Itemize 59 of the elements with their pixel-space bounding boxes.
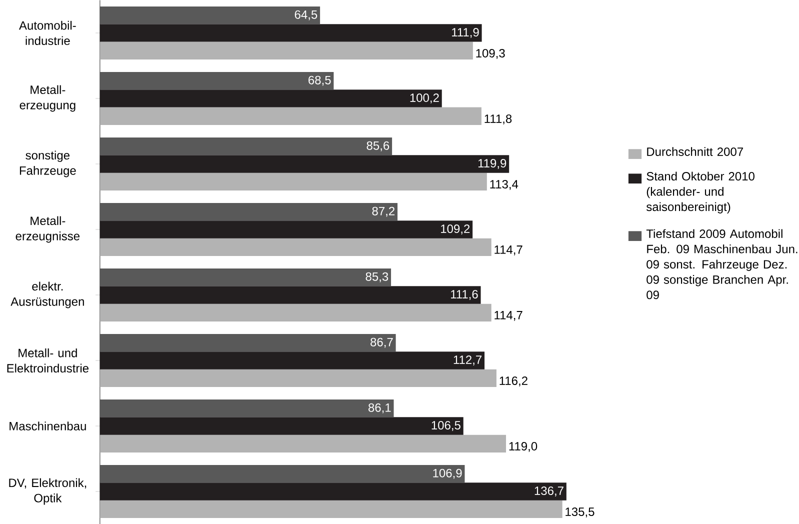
data-label: 109,2 bbox=[441, 224, 470, 234]
bar bbox=[100, 369, 496, 387]
data-label: 112,7 bbox=[454, 355, 482, 366]
data-label: 136,7 bbox=[534, 486, 564, 496]
bar bbox=[100, 24, 482, 42]
data-label: 116,2 bbox=[500, 376, 528, 386]
y-tick-label: elektr. Ausrüstungen bbox=[10, 282, 84, 308]
y-tick-label: Metall- und Elektroindustrie bbox=[7, 348, 89, 372]
y-tick-label: Automobil-industrie bbox=[19, 20, 76, 45]
data-label: 64,5 bbox=[294, 10, 318, 20]
bar bbox=[100, 399, 394, 417]
bar bbox=[100, 416, 464, 435]
data-label: 68,5 bbox=[308, 76, 331, 86]
bar bbox=[100, 72, 334, 90]
bar bbox=[100, 154, 510, 173]
data-label: 106,9 bbox=[433, 468, 462, 479]
bar bbox=[100, 304, 492, 322]
data-label: 114,7 bbox=[494, 310, 522, 321]
bar bbox=[100, 351, 485, 370]
data-label: 119,9 bbox=[478, 158, 506, 169]
bar bbox=[100, 434, 506, 452]
data-label: 119,0 bbox=[509, 442, 538, 452]
bar bbox=[100, 172, 487, 190]
bar bbox=[100, 238, 492, 256]
data-label: 111,9 bbox=[452, 28, 479, 38]
bar bbox=[100, 334, 396, 352]
y-tick-label: Maschinenbau bbox=[10, 421, 86, 430]
bar bbox=[100, 42, 473, 60]
data-label: 86,7 bbox=[370, 338, 393, 348]
bar bbox=[100, 6, 320, 24]
data-label: 100,2 bbox=[410, 93, 439, 104]
legend-label: Tiefstand 2009 Automobil Feb. 09 Maschinenbau Jun. 09 sonst. Fahrzeuge Dez. 09 sonstige Branchen Apr. 09 bbox=[646, 228, 798, 299]
y-tick-label: sonstige Fahrzeuge bbox=[20, 150, 76, 177]
data-label: 111,6 bbox=[451, 290, 478, 300]
legend-label: Durchschnitt 2007 bbox=[647, 146, 743, 156]
data-label: 86,1 bbox=[368, 403, 391, 414]
data-label: 135,5 bbox=[566, 507, 594, 518]
data-label: 106,5 bbox=[432, 420, 460, 431]
bar bbox=[100, 482, 566, 500]
data-label: 109,3 bbox=[476, 48, 505, 59]
bar bbox=[100, 220, 473, 238]
bar bbox=[100, 107, 482, 125]
y-tick-label: Metall-erzeugnisse bbox=[16, 216, 80, 242]
data-label: 111,8 bbox=[484, 114, 512, 124]
data-label: 85,3 bbox=[366, 272, 388, 282]
legend-label: Stand Oktober 2010 (kalender- und saisonbereinigt) bbox=[646, 171, 754, 214]
y-tick-label: DV, Elektronik, Optik bbox=[9, 478, 86, 504]
bar bbox=[100, 286, 481, 304]
bar bbox=[100, 89, 442, 108]
bar bbox=[100, 137, 392, 155]
data-label: 114,7 bbox=[494, 245, 522, 256]
data-label: 113,4 bbox=[490, 180, 518, 190]
bar bbox=[100, 500, 562, 518]
bar bbox=[100, 464, 465, 482]
bar bbox=[100, 268, 392, 286]
bar bbox=[100, 202, 398, 220]
y-tick-label: Metall-erzeugung bbox=[20, 85, 76, 112]
data-label: 85,6 bbox=[366, 141, 390, 152]
data-label: 87,2 bbox=[372, 206, 394, 217]
